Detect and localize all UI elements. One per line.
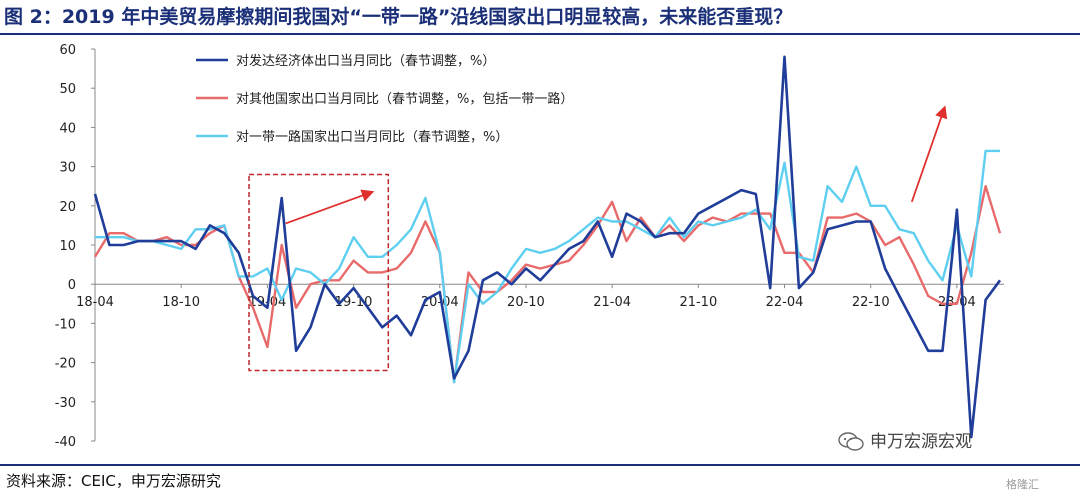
y-tick-label: 0 xyxy=(68,278,76,293)
x-tick-label: 20-10 xyxy=(507,295,545,310)
bottom-rule xyxy=(0,464,1080,466)
y-tick-label: 30 xyxy=(59,161,76,176)
y-tick-labels: -40 -30 -20 -10 0 10 20 30 40 50 60 xyxy=(55,43,95,450)
y-tick-label: 40 xyxy=(59,121,76,136)
chart-series xyxy=(93,55,1002,439)
y-tick-label: -10 xyxy=(55,317,76,332)
source-note: 资料来源：CEIC，申万宏源研究 xyxy=(6,472,221,490)
chart-annotations xyxy=(248,105,948,372)
legend-item-belt-road-label: 对一带一路国家出口当月同比（春节调整，%） xyxy=(236,129,508,145)
chart-legend: 对发达经济体出口当月同比（春节调整，%） 对其他国家出口当月同比（春节调整，%，包… xyxy=(196,53,573,145)
x-tick-label: 20-04 xyxy=(421,295,459,310)
y-tick-label: -30 xyxy=(55,396,76,411)
legend-item-developed-label: 对发达经济体出口当月同比（春节调整，%） xyxy=(236,53,495,69)
wechat-watermark: 申万宏源宏观 xyxy=(838,427,972,452)
y-tick-label: 20 xyxy=(59,200,76,215)
wechat-icon xyxy=(838,432,864,451)
x-tick-label: 18-10 xyxy=(162,295,200,310)
series-line-developed xyxy=(93,55,1002,439)
title-rule xyxy=(0,33,1080,35)
x-tick-label: 21-10 xyxy=(679,295,717,310)
x-tick-labels: 18-04 18-10 19-04 19-10 20-04 20-10 21-04 21-10… xyxy=(76,284,976,310)
y-tick-label: 10 xyxy=(59,239,76,254)
x-tick-label: 21-04 xyxy=(593,295,631,310)
x-tick-label: 18-04 xyxy=(76,295,114,310)
trend-arrow-2019 xyxy=(285,189,375,225)
legend-item-others-label: 对其他国家出口当月同比（春节调整，%，包括一带一路） xyxy=(236,91,573,107)
chart-axes xyxy=(94,49,1004,441)
highlight-box xyxy=(248,173,390,372)
series-line-others xyxy=(93,184,1002,384)
figure-title: 图 2：2019 年中美贸易摩擦期间我国对“一带一路”沿线国家出口明显较高，未来… xyxy=(4,6,793,28)
x-tick-label: 22-10 xyxy=(852,295,890,310)
watermark-text: 申万宏源宏观 xyxy=(870,432,972,452)
x-tick-label: 22-04 xyxy=(766,295,804,310)
corner-watermark: 格隆汇 xyxy=(1006,478,1039,491)
y-tick-label: -20 xyxy=(55,357,76,372)
y-tick-label: -40 xyxy=(55,435,76,450)
y-tick-label: 50 xyxy=(59,82,76,97)
trend-arrow-2023 xyxy=(910,105,948,203)
y-tick-label: 60 xyxy=(59,43,76,58)
